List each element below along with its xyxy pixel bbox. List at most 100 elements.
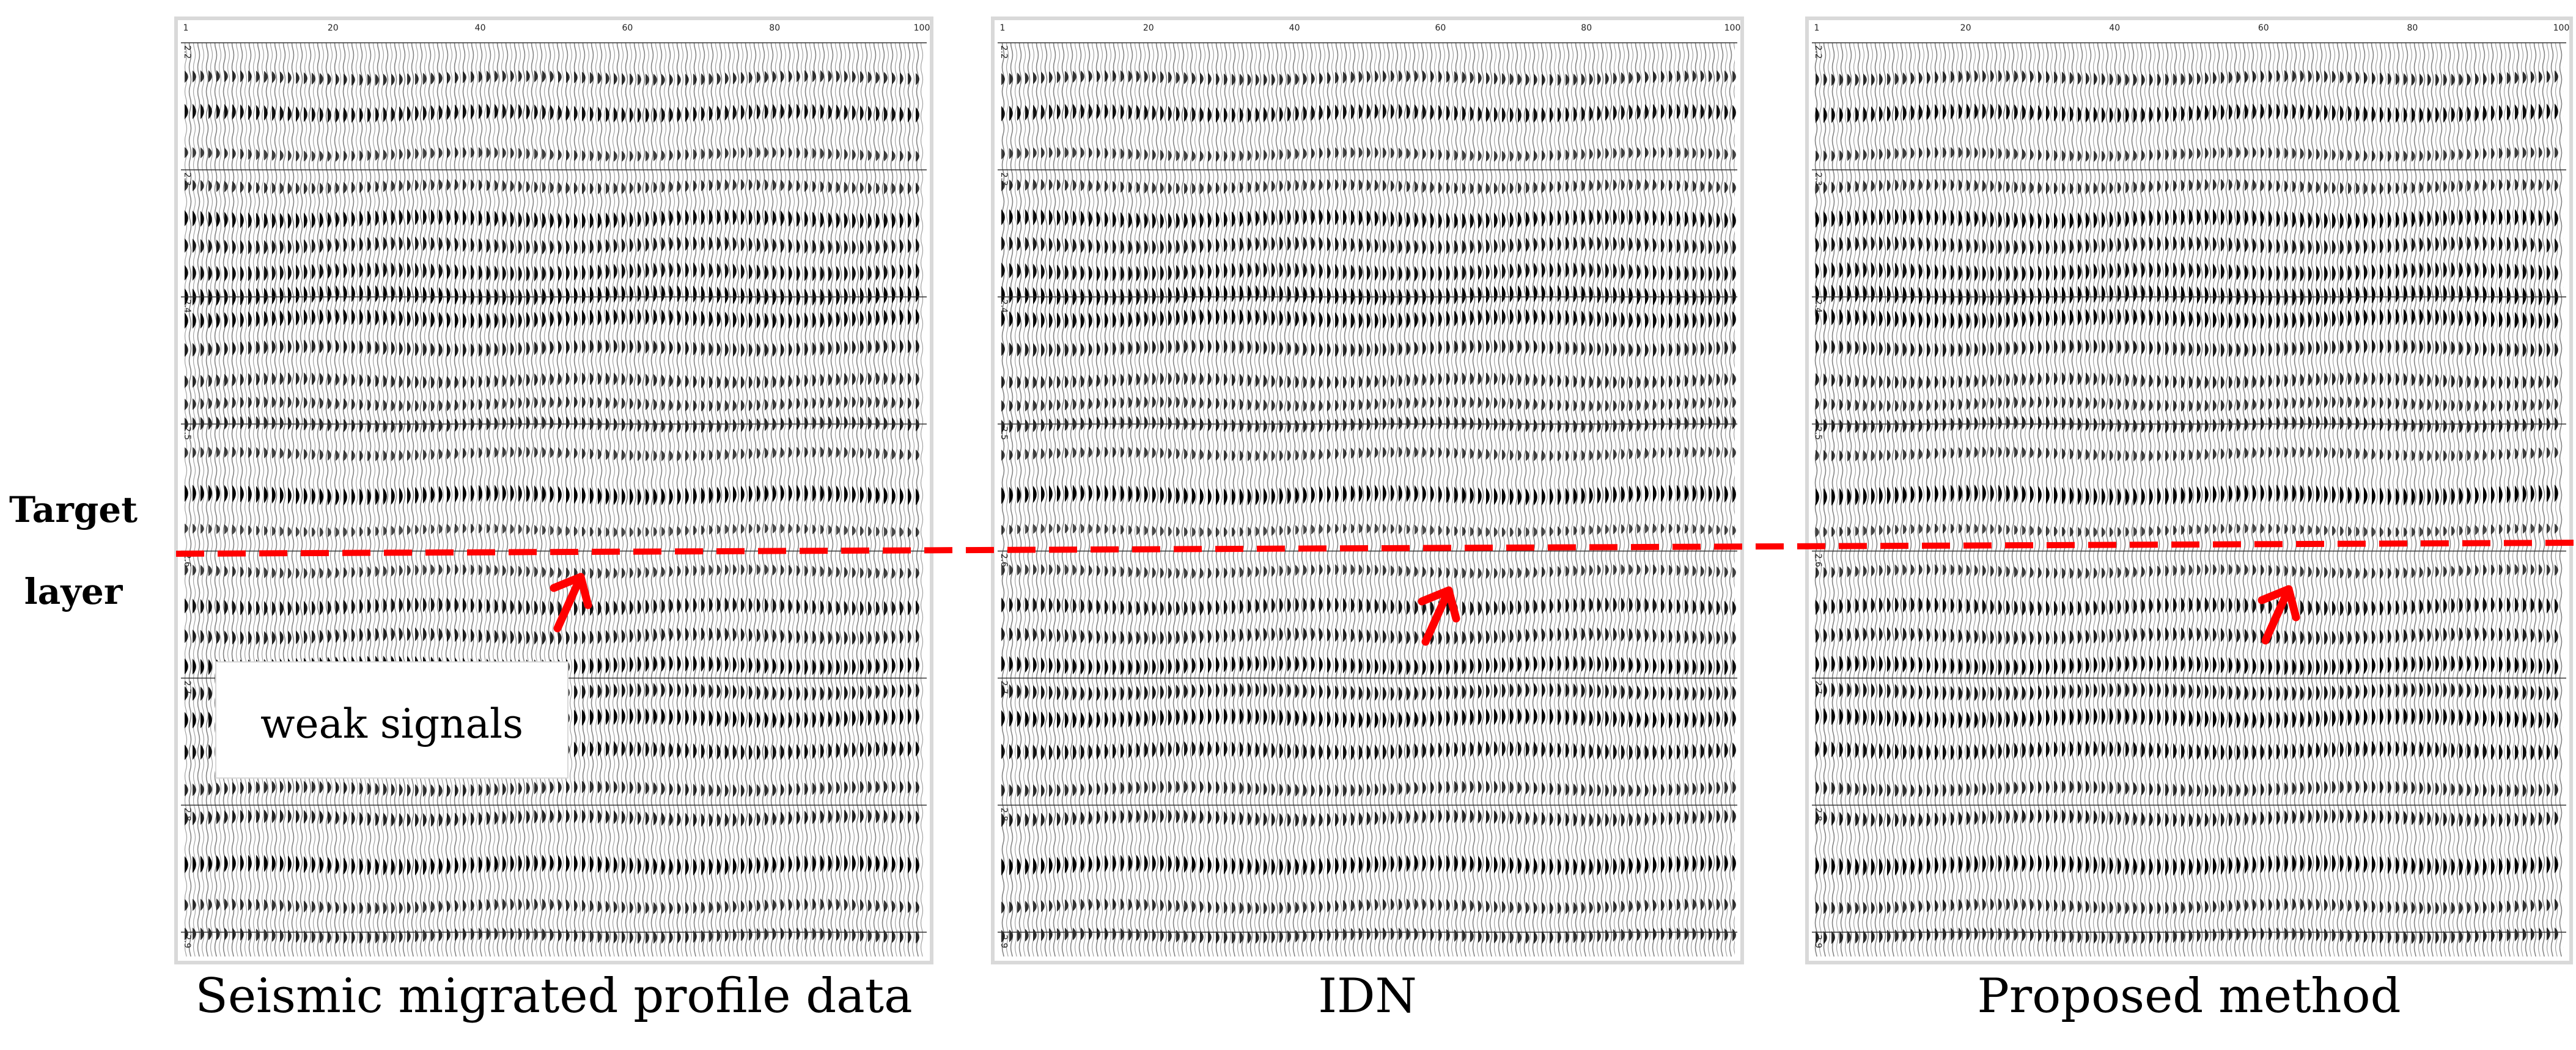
- time-tick-label: 2.4: [999, 299, 1009, 313]
- trace-tick-label: 100: [1724, 23, 1741, 33]
- time-tick-label: 2.6: [999, 554, 1009, 567]
- reflection-event: [1001, 898, 1736, 914]
- time-tick-label: 2.2: [1813, 45, 1823, 59]
- reflection-event: [1001, 262, 1736, 282]
- trace-tick-label: 40: [2109, 23, 2120, 33]
- reflection-event: [1816, 309, 2558, 329]
- arrow-panel-3: [2258, 585, 2300, 645]
- reflection-event: [1001, 416, 1736, 433]
- reflection-event: [1001, 339, 1736, 358]
- reflection-event: [1816, 683, 2558, 702]
- arrow-panel-2: [1418, 586, 1460, 646]
- reflection-event: [1001, 683, 1736, 701]
- trace-tick-label: 1: [183, 23, 189, 33]
- trace-tick-label: 40: [475, 23, 486, 33]
- caption-original: Seismic migrated profile data: [195, 969, 913, 1024]
- time-tick-label: 2.9: [999, 934, 1009, 948]
- reflection-event: [1816, 523, 2558, 538]
- reflection-event: [185, 597, 919, 616]
- time-tick-label: 2.5: [1813, 427, 1823, 440]
- reflection-event: [1816, 898, 2558, 915]
- trace-tick-label: 60: [622, 23, 633, 33]
- reflection-event: [1816, 627, 2558, 645]
- reflection-event: [185, 236, 919, 255]
- reflection-event: [185, 372, 919, 389]
- reflection-event: [185, 147, 919, 162]
- reflection-event: [1001, 147, 1736, 162]
- reflection-event: [185, 396, 919, 412]
- time-tick-label: 2.7: [182, 681, 192, 694]
- time-tick-label: 2.6: [1813, 554, 1823, 567]
- trace-tick-label: 80: [769, 23, 780, 33]
- weak-signals-box: weak signals: [215, 661, 569, 779]
- reflection-event: [1816, 446, 2558, 462]
- reflection-event: [185, 898, 919, 914]
- reflection-event: [1816, 147, 2558, 162]
- time-tick-label: 2.9: [182, 934, 192, 948]
- time-tick-label: 2.9: [1813, 934, 1823, 948]
- reflection-event: [1001, 485, 1736, 506]
- target-label: Target: [9, 489, 138, 531]
- reflection-event: [1816, 780, 2558, 798]
- time-tick-label: 2.7: [1813, 681, 1823, 694]
- reflection-event: [1001, 627, 1736, 645]
- trace-tick-label: 20: [328, 23, 339, 33]
- reflection-event: [1001, 209, 1736, 229]
- reflection-event: [1001, 178, 1736, 194]
- reflection-event: [1001, 309, 1736, 329]
- reflection-event: [1001, 927, 1736, 944]
- reflection-event: [185, 627, 919, 645]
- reflection-event: [1001, 854, 1736, 876]
- trace-tick-label: 80: [2407, 23, 2418, 33]
- reflection-event: [185, 262, 919, 282]
- caption-proposed: Proposed method: [1977, 969, 2401, 1024]
- reflection-event: [1816, 564, 2558, 579]
- reflection-event: [1816, 416, 2558, 433]
- trace-tick-label: 100: [2553, 23, 2570, 33]
- reflection-event: [1816, 372, 2558, 389]
- reflection-event: [185, 854, 919, 876]
- reflection-event: [1816, 208, 2558, 229]
- reflection-event: [185, 70, 919, 86]
- reflection-event: [1816, 809, 2558, 828]
- seismic-panel-idn: 2.2 2.3 2.4 2.5 2.6 2.7 2.8 2.9 1 20 40 60 80 100: [991, 17, 1744, 964]
- reflection-event: [1001, 809, 1736, 828]
- reflection-event: [1001, 655, 1736, 675]
- time-tick-label: 2.8: [182, 807, 192, 821]
- reflection-event: [1001, 285, 1736, 306]
- time-tick-label: 2.2: [999, 45, 1009, 59]
- time-tick-label: 2.5: [182, 427, 192, 440]
- reflection-event: [185, 446, 919, 461]
- trace-tick-label: 40: [1289, 23, 1300, 33]
- arrow-panel-1: [550, 573, 592, 633]
- reflection-event: [1816, 236, 2558, 255]
- time-tick-label: 2.2: [182, 45, 192, 59]
- reflection-event: [1001, 236, 1736, 255]
- reflection-event: [185, 564, 919, 579]
- time-tick-label: 2.3: [1813, 172, 1823, 186]
- reflection-event: [1816, 339, 2558, 358]
- time-tick-label: 2.8: [999, 807, 1009, 821]
- reflection-event: [1816, 655, 2558, 676]
- reflection-event: [185, 780, 919, 798]
- reflection-event: [1816, 262, 2558, 282]
- reflection-event: [1816, 396, 2558, 412]
- trace-tick-label: 60: [2258, 23, 2269, 33]
- trace-tick-label: 60: [1435, 23, 1446, 33]
- time-tick-label: 2.4: [182, 299, 192, 313]
- reflection-event: [1816, 708, 2558, 729]
- reflection-event: [1001, 708, 1736, 729]
- reflection-event: [185, 309, 919, 329]
- reflection-event: [1816, 284, 2558, 306]
- reflection-event: [1001, 396, 1736, 412]
- trace-tick-label: 100: [914, 23, 930, 33]
- reflection-event: [185, 416, 919, 433]
- reflection-event: [1001, 597, 1736, 616]
- reflection-event: [1001, 372, 1736, 389]
- reflection-event: [1001, 446, 1736, 461]
- reflection-event: [1816, 927, 2558, 944]
- reflection-event: [1816, 484, 2558, 506]
- reflection-event: [185, 209, 919, 229]
- reflection-event: [185, 809, 919, 828]
